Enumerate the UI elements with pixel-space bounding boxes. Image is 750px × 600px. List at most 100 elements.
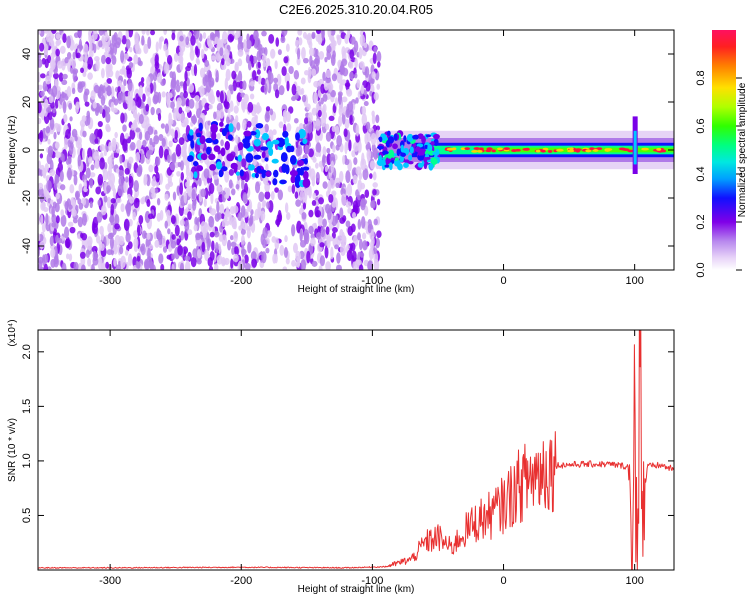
noise-cell: [128, 156, 134, 164]
noise-cell: [116, 37, 122, 46]
noise-cell: [243, 182, 249, 195]
noise-cell: [350, 36, 356, 45]
noise-cell: [339, 207, 344, 219]
noise-cell: [38, 212, 41, 225]
noise-cell: [312, 156, 317, 163]
noise-cell: [138, 113, 144, 125]
noise-cell: [171, 153, 176, 164]
noise-cell: [221, 31, 228, 44]
band-turbulence: [403, 162, 409, 168]
noise-cell: [188, 98, 195, 109]
noise-cell: [118, 235, 125, 246]
noise-cell: [297, 145, 303, 156]
signal-blob: [289, 169, 298, 177]
spectrogram-xtick-label: -200: [230, 275, 252, 287]
noise-cell: [311, 260, 318, 267]
noise-cell: [301, 94, 307, 103]
signal-blob: [272, 169, 279, 178]
noise-cell: [197, 249, 202, 259]
band-turbulence: [378, 136, 383, 143]
snr-ytick-label: 0.5: [21, 508, 33, 523]
signal-blob: [200, 153, 208, 161]
signal-blob: [187, 155, 194, 162]
noise-cell: [358, 238, 363, 251]
noise-cell: [306, 103, 311, 111]
noise-cell: [372, 188, 377, 196]
noise-cell: [110, 101, 114, 112]
band-hotspot: [503, 147, 510, 150]
noise-cell: [353, 141, 359, 152]
noise-cell: [354, 73, 358, 79]
noise-cell: [133, 197, 140, 209]
noise-cell: [159, 36, 164, 42]
spectrogram-xtick-label: -300: [99, 275, 121, 287]
noise-cell: [225, 220, 230, 226]
noise-cell: [114, 131, 118, 139]
noise-cell: [296, 57, 301, 66]
noise-cell: [291, 96, 297, 102]
noise-cell: [101, 54, 106, 65]
signal-blob: [220, 147, 226, 157]
noise-cell: [294, 39, 299, 48]
noise-cell: [257, 61, 261, 69]
noise-cell: [365, 121, 371, 130]
noise-cell: [214, 263, 219, 270]
signal-blob: [228, 123, 234, 133]
noise-cell: [117, 86, 121, 93]
noise-cell: [71, 208, 77, 217]
spectrogram-ytick-label: -40: [21, 238, 33, 254]
noise-cell: [77, 30, 82, 38]
band-hotspot: [497, 147, 503, 151]
noise-cell: [147, 213, 154, 220]
noise-cell: [261, 47, 266, 54]
noise-cell: [99, 225, 104, 236]
noise-cell: [129, 46, 133, 53]
noise-cell: [274, 237, 280, 250]
noise-cell: [272, 253, 277, 264]
noise-cell: [116, 148, 121, 154]
noise-cell: [360, 216, 366, 229]
noise-cell: [153, 81, 157, 93]
band-hotspot: [567, 149, 575, 153]
noise-cell: [142, 93, 146, 102]
colorbar-label: Normalized spectral amplitude: [737, 82, 748, 217]
noise-cell: [315, 162, 319, 169]
noise-cell: [129, 141, 136, 151]
band-hotspot: [464, 147, 471, 151]
noise-cell: [75, 101, 81, 110]
noise-cell: [256, 50, 262, 62]
noise-cell: [313, 222, 317, 228]
snr-ytick-label: 1.0: [21, 453, 33, 468]
noise-cell: [334, 214, 339, 224]
noise-cell: [228, 84, 234, 91]
noise-cell: [325, 76, 331, 84]
noise-cell: [294, 261, 301, 267]
noise-cell: [277, 189, 284, 201]
noise-cell: [108, 164, 112, 177]
signal-blob: [265, 170, 272, 177]
noise-cell: [111, 183, 115, 192]
noise-cell: [347, 207, 352, 214]
noise-cell: [176, 170, 181, 177]
noise-cell: [207, 120, 211, 126]
noise-cell: [240, 205, 246, 218]
band-turbulence: [408, 154, 413, 161]
noise-cell: [154, 165, 159, 174]
noise-cell: [291, 83, 297, 96]
signal-blob: [219, 121, 224, 127]
noise-cell: [233, 105, 239, 114]
spectrogram-xtick-label: 100: [625, 275, 643, 287]
band-turbulence: [431, 157, 438, 165]
noise-cell: [84, 55, 88, 63]
noise-cell: [313, 80, 320, 88]
noise-cell: [370, 132, 377, 146]
noise-cell: [136, 255, 141, 262]
noise-cell: [336, 252, 341, 264]
noise-cell: [344, 34, 349, 45]
noise-cell: [77, 216, 84, 228]
noise-cell: [145, 84, 151, 97]
noise-cell: [43, 263, 49, 270]
noise-cell: [185, 260, 191, 270]
noise-cell: [114, 223, 120, 230]
